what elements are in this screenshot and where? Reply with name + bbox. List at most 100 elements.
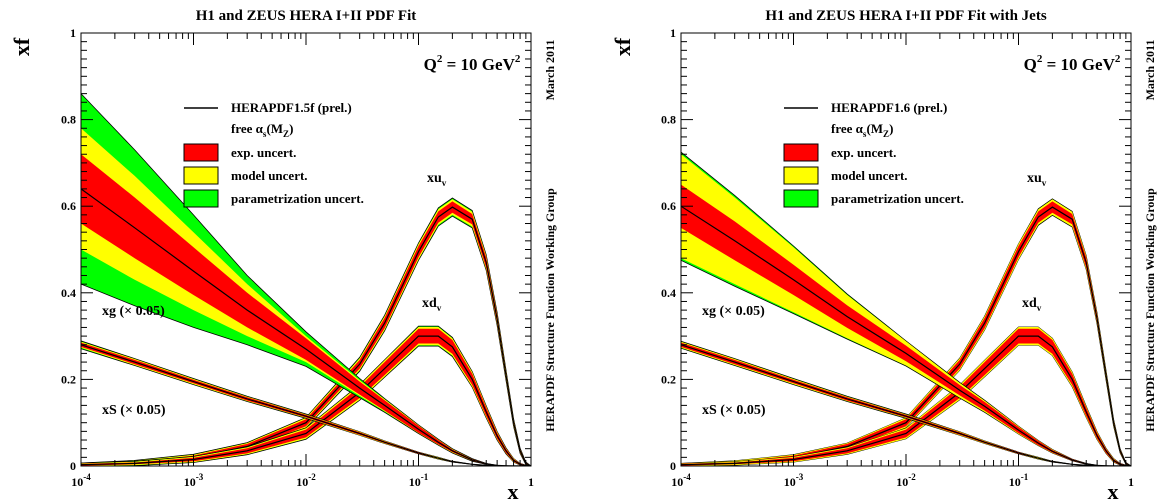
legend-band-label: parametrization uncert.: [831, 191, 964, 206]
y-tick-label: 0.6: [661, 199, 676, 213]
curve-label-dv: xdv: [422, 296, 442, 313]
curve-label-uv-sub: v: [442, 178, 447, 188]
x-tick-exponent: -2: [308, 472, 316, 482]
y-ticks: 0 0.2 0.4 0.6 0.8 1: [661, 26, 1131, 473]
curve-label-dv-sub: v: [1037, 303, 1042, 313]
y-axis-label: xf: [9, 37, 34, 56]
legend-central-label: HERAPDF1.6 (prel.): [831, 100, 947, 115]
curve-label-uv-sub: v: [1042, 178, 1047, 188]
curve-label-dv: xdv: [1022, 296, 1042, 313]
x-tick-exponent: -4: [83, 472, 91, 482]
legend-swatch: [183, 189, 219, 208]
y-tick-label: 0.2: [661, 372, 676, 386]
legend-band-label: parametrization uncert.: [231, 191, 364, 206]
scale-q-sup: 2: [1037, 53, 1043, 65]
scale-label: Q2 = 10 GeV2: [424, 53, 521, 74]
series-dv: [681, 326, 1131, 466]
scale-rest: = 10 GeV: [442, 55, 515, 74]
curve-label-uv-main: xu: [1027, 171, 1042, 186]
legend-swatch: [783, 143, 819, 162]
x-tick-base: 10: [784, 475, 796, 489]
series-s: [681, 340, 1131, 466]
scale-rest: = 10 GeV: [1042, 55, 1115, 74]
legend-swatch: [183, 143, 219, 162]
side-group: HERAPDF Structure Function Working Group: [1143, 188, 1157, 432]
y-tick-label: 0.8: [661, 113, 676, 127]
legend-alpha-label: free αs(MZ): [831, 121, 893, 139]
chart-panel-2: H1 and ZEUS HERA I+II PDF Fit with Jets x…: [610, 8, 1157, 501]
x-ticks: 10-4 10-3 10-2 10-1 1: [671, 33, 1134, 489]
x-tick-exponent: -1: [421, 472, 429, 482]
scale-q: Q: [1024, 55, 1037, 74]
scale-q-sup: 2: [437, 53, 443, 65]
x-tick-exponent: -1: [1021, 472, 1029, 482]
y-tick-label: 1: [670, 26, 676, 40]
x-axis-label: x: [1108, 479, 1119, 501]
side-date: March 2011: [543, 40, 557, 101]
legend-band-label: model uncert.: [231, 168, 308, 183]
curve-label-uv-main: xu: [427, 171, 442, 186]
x-tick-label: 10-4: [671, 472, 691, 489]
y-tick-label: 0.6: [61, 199, 76, 213]
x-tick-exponent: -4: [683, 472, 691, 482]
x-tick-label: 10-1: [1009, 472, 1029, 489]
x-tick-label: 10-3: [184, 472, 204, 489]
plot-area: [81, 93, 531, 466]
legend-swatch: [183, 166, 219, 185]
series-dv-model-band: [681, 327, 1131, 466]
x-tick-label: 10-2: [296, 472, 316, 489]
series-s-parametrization-band: [681, 340, 1131, 466]
curve-label-dv-main: xd: [1022, 296, 1037, 311]
x-tick-base: 10: [296, 475, 308, 489]
scale-label: Q2 = 10 GeV2: [1024, 53, 1121, 74]
side-date: March 2011: [1143, 40, 1157, 101]
y-ticks: 0 0.2 0.4 0.6 0.8 1: [61, 26, 531, 473]
series-g: [681, 151, 1131, 466]
x-tick-base: 1: [528, 475, 534, 489]
legend-band-label: model uncert.: [831, 168, 908, 183]
chart-title: H1 and ZEUS HERA I+II PDF Fit with Jets: [765, 8, 1047, 24]
series-dv-central-line: [81, 335, 531, 466]
x-tick-exponent: -3: [796, 472, 804, 482]
y-tick-label: 0.4: [661, 286, 676, 300]
chart-title: H1 and ZEUS HERA I+II PDF Fit: [196, 8, 417, 24]
alpha-mz-sub: Z: [283, 129, 289, 139]
x-tick-base: 10: [1009, 475, 1021, 489]
alpha-mz-sub: Z: [883, 129, 889, 139]
series-dv-central-line: [681, 335, 1131, 466]
plot-area: [681, 151, 1131, 466]
legend-central-label: HERAPDF1.5f (prel.): [231, 100, 352, 115]
x-tick-base: 10: [671, 475, 683, 489]
curve-label-g: xg (× 0.05): [702, 304, 765, 319]
alpha-pre: free: [831, 121, 856, 136]
x-tick-label: 10-4: [71, 472, 91, 489]
series-uv-central-line: [681, 206, 1131, 466]
alpha-post: ): [889, 121, 893, 136]
series-dv-model-band: [81, 327, 531, 466]
series-g-parametrization-band: [681, 151, 1131, 466]
alpha-sub: s: [263, 129, 267, 139]
legend-alpha-label: free αs(MZ): [231, 121, 293, 139]
x-tick-label: 10-3: [784, 472, 804, 489]
x-tick-exponent: -3: [196, 472, 204, 482]
curve-label-uv: xuv: [1027, 171, 1047, 188]
legend-band-label: exp. uncert.: [831, 145, 896, 160]
series-s: [81, 340, 531, 466]
x-tick-label: 1: [1128, 475, 1134, 489]
y-axis-label: xf: [610, 37, 635, 56]
series-g-central-line: [681, 205, 1131, 466]
x-tick-base: 1: [1128, 475, 1134, 489]
y-tick-label: 0.4: [61, 286, 76, 300]
alpha-sub: s: [863, 129, 867, 139]
alpha-post: ): [289, 121, 293, 136]
legend: HERAPDF1.5f (prel.) free αs(MZ) exp. uncer…: [183, 100, 364, 208]
y-tick-label: 0.2: [61, 372, 76, 386]
x-tick-base: 10: [409, 475, 421, 489]
x-tick-label: 1: [528, 475, 534, 489]
series-g-central-line: [81, 188, 531, 466]
curve-label-dv-sub: v: [437, 303, 442, 313]
alpha-mid: (M: [266, 121, 283, 136]
x-tick-label: 10-2: [896, 472, 916, 489]
